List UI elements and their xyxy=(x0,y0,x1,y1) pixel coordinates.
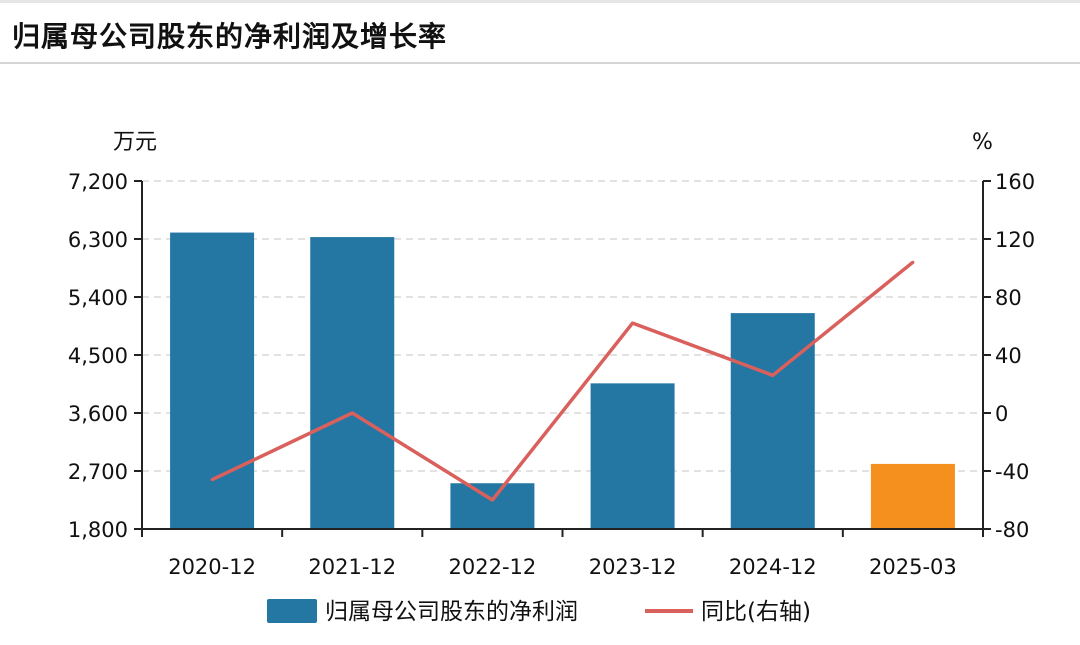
left-tick-label: 7,200 xyxy=(68,170,128,194)
left-tick-label: 1,800 xyxy=(68,518,128,542)
bar xyxy=(170,232,255,530)
line-point xyxy=(771,373,775,377)
left-tick-label: 2,700 xyxy=(68,460,128,484)
right-axis-unit: % xyxy=(972,130,993,155)
line-series xyxy=(210,260,915,502)
left-axis-unit: 万元 xyxy=(113,130,157,155)
line-point xyxy=(210,478,214,482)
line-point xyxy=(911,260,915,264)
chart-header: 归属母公司股东的净利润及增长率 xyxy=(0,3,1080,64)
legend-line-label: 同比(右轴) xyxy=(701,599,811,625)
left-tick-label: 4,500 xyxy=(68,344,128,368)
right-tick-label: 120 xyxy=(995,228,1035,252)
x-tick-label: 2022-12 xyxy=(449,555,537,579)
x-tick-label: 2024-12 xyxy=(729,555,817,579)
right-tick-label: -40 xyxy=(995,460,1029,484)
right-tick-label: 160 xyxy=(995,170,1035,194)
bar xyxy=(590,383,675,529)
bar xyxy=(870,463,955,529)
top-border xyxy=(0,0,1080,3)
x-tick-label: 2023-12 xyxy=(589,555,677,579)
chart-title: 归属母公司股东的净利润及增长率 xyxy=(12,20,448,53)
x-tick-label: 2020-12 xyxy=(168,555,256,579)
right-tick-label: 0 xyxy=(995,402,1008,426)
left-tick-label: 3,600 xyxy=(68,402,128,426)
legend-bar-label: 归属母公司股东的净利润 xyxy=(325,599,578,625)
bar xyxy=(310,237,395,530)
bar-series xyxy=(170,232,955,530)
line-point xyxy=(631,321,635,325)
x-tick-label: 2021-12 xyxy=(308,555,396,579)
bar xyxy=(450,483,535,529)
bar xyxy=(730,313,815,529)
line-point xyxy=(490,498,494,502)
legend: 归属母公司股东的净利润 同比(右轴) xyxy=(267,599,811,625)
line-point xyxy=(350,411,354,415)
left-tick-label: 6,300 xyxy=(68,228,128,252)
right-tick-label: 80 xyxy=(995,286,1022,310)
legend-bar-swatch xyxy=(267,599,317,623)
left-tick-label: 5,400 xyxy=(68,286,128,310)
x-tick-label: 2025-03 xyxy=(869,555,957,579)
right-tick-label: 40 xyxy=(995,344,1022,368)
right-tick-label: -80 xyxy=(995,518,1029,542)
axes: 1,800 2,700 3,600 4,500 5,400 6,300 7,200 -80 -4… xyxy=(68,170,1035,579)
growth-line xyxy=(211,260,915,502)
gridlines xyxy=(142,180,983,472)
